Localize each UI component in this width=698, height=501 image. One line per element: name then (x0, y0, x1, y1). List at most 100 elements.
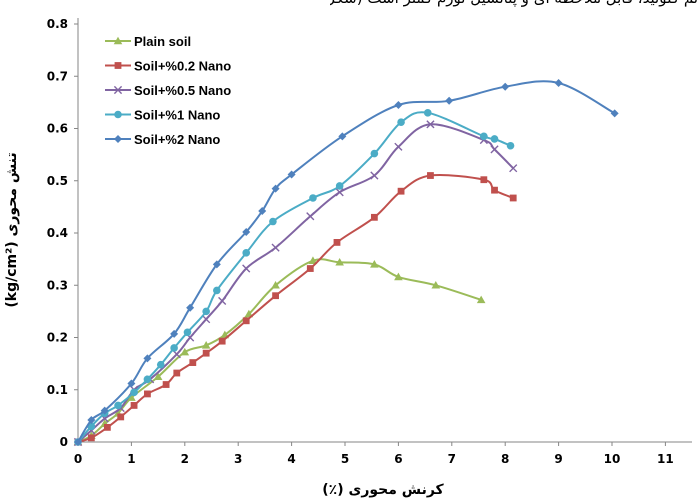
data-point (506, 141, 515, 150)
data-point (242, 227, 251, 236)
data-point (509, 164, 518, 173)
data-point (423, 109, 432, 117)
data-point (202, 307, 210, 316)
x-tick-label: 4 (287, 452, 295, 466)
data-point (501, 82, 510, 91)
data-point (143, 354, 152, 363)
x-tick-label: 1 (127, 452, 135, 466)
legend-item: Soil+%1 Nano (105, 108, 220, 123)
legend-marker (114, 135, 122, 143)
data-point (271, 280, 280, 289)
series-layer (73, 79, 619, 447)
x-axis-title: کرنش محوری (٪) (322, 482, 444, 498)
y-tick-label: 0 (60, 435, 68, 449)
series-4 (74, 109, 515, 446)
legend-item: Soil+%0.5 Nano (105, 83, 231, 98)
data-point (87, 422, 96, 431)
legend-marker (113, 36, 123, 45)
x-tick-label: 10 (604, 452, 621, 466)
data-point (162, 381, 170, 388)
data-point (202, 349, 210, 357)
data-point (309, 194, 317, 202)
data-point (490, 145, 499, 154)
data-point (100, 406, 109, 415)
data-point (445, 96, 454, 105)
legend: Plain soil Soil+%0.2 Nano Soil+%0.5 Nano So… (105, 34, 231, 147)
data-point (173, 369, 181, 377)
data-point (144, 390, 151, 398)
data-point (170, 344, 178, 352)
data-point (242, 264, 251, 273)
chart-axes (77, 18, 692, 443)
data-point (476, 295, 486, 304)
legend-item: Soil+%2 Nano (105, 132, 220, 147)
data-point (480, 176, 488, 184)
x-tick-label: 3 (234, 452, 242, 466)
series-3 (73, 120, 518, 447)
data-point (287, 170, 296, 179)
data-point (201, 341, 211, 349)
data-point (117, 413, 125, 421)
x-tick-label: 2 (181, 452, 189, 466)
data-point (490, 135, 499, 143)
series-5 (74, 79, 619, 446)
data-point (213, 286, 221, 295)
data-point (143, 375, 152, 384)
y-tick-label: 0.5 (47, 174, 68, 188)
data-point (127, 379, 136, 388)
data-point (394, 100, 403, 109)
data-point (306, 212, 315, 221)
data-point (170, 329, 179, 338)
data-point (370, 213, 378, 221)
series-2 (74, 172, 517, 446)
y-tick-label: 0.4 (47, 226, 68, 240)
data-point (114, 401, 122, 410)
data-point (554, 79, 563, 88)
data-point (394, 272, 403, 281)
data-point (509, 194, 517, 202)
data-point (212, 260, 221, 269)
x-tick-label: 8 (501, 452, 509, 466)
series-line (77, 258, 482, 443)
data-point (242, 249, 251, 257)
legend-label: Plain soil (134, 34, 191, 49)
data-point (333, 239, 341, 246)
data-point (480, 132, 488, 141)
y-tick-label: 0.6 (47, 122, 68, 136)
legend-item: Soil+%0.2 Nano (105, 59, 231, 74)
data-point (258, 207, 267, 216)
x-axis-ticks: 0 1 2 3 4 5 6 7 8 9 10 11 (74, 442, 674, 466)
data-point (242, 317, 250, 325)
data-point (130, 402, 138, 409)
data-point (610, 109, 619, 118)
data-point (183, 328, 192, 337)
data-point (153, 372, 163, 380)
series-1 (73, 256, 486, 446)
series-line (77, 111, 511, 443)
legend-label: Soil+%1 Nano (134, 108, 220, 123)
data-point (491, 186, 498, 194)
x-tick-label: 0 (74, 452, 82, 466)
x-tick-label: 7 (448, 452, 456, 466)
data-point (130, 388, 138, 397)
legend-label: Soil+%0.5 Nano (134, 83, 231, 98)
data-point (269, 217, 277, 226)
data-point (87, 416, 96, 425)
data-point (397, 187, 405, 195)
x-tick-label: 5 (341, 452, 349, 466)
data-point (218, 296, 227, 306)
data-point (272, 292, 279, 300)
y-axis-title: تنش محوری (kg/cm²) (4, 152, 20, 307)
data-point (103, 423, 111, 431)
data-point (370, 260, 379, 268)
data-point (271, 184, 280, 193)
data-point (127, 393, 136, 401)
data-point (338, 132, 347, 141)
data-point (427, 172, 434, 179)
data-point (335, 188, 344, 197)
legend-marker (113, 85, 123, 95)
y-tick-label: 0.8 (47, 17, 68, 31)
y-axis-ticks: 0 0.1 0.2 0.3 0.4 0.5 0.6 0.7 0.8 (47, 17, 78, 449)
data-point (189, 359, 197, 366)
